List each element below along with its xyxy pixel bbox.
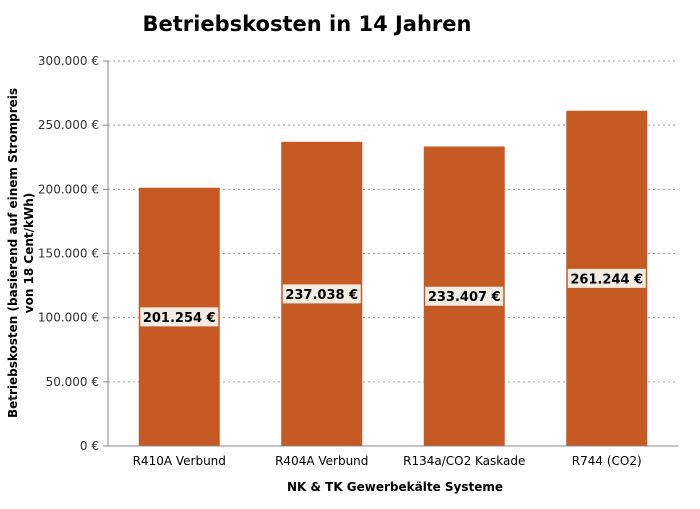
x-category-label: R134a/CO2 Kaskade (403, 454, 525, 468)
data-label-background (567, 268, 646, 288)
y-tick-label: 150.000 € (38, 247, 99, 261)
data-label: 201.254 € (140, 307, 219, 327)
y-tick-label: 300.000 € (38, 54, 99, 68)
data-label-text: 237.038 € (285, 288, 358, 303)
data-label-text: 233.407 € (428, 290, 501, 305)
x-axis-title: NK & TK Gewerbekälte Systeme (287, 480, 503, 494)
y-tick-label: 200.000 € (38, 182, 99, 196)
y-tick-label: 250.000 € (38, 118, 99, 132)
x-category-label: R744 (CO2) (572, 454, 642, 468)
x-category-label: R410A Verbund (133, 454, 226, 468)
data-label-text: 261.244 € (570, 272, 643, 287)
data-label-text: 201.254 € (143, 311, 216, 326)
data-label: 261.244 € (567, 268, 646, 288)
y-axis-ticks: 0 € 50.000 € 100.000 € 150.000 € 200.000 € 25… (38, 54, 108, 453)
data-label-background (140, 307, 219, 327)
chart-title: Betriebskosten in 14 Jahren (143, 12, 472, 36)
data-label: 233.407 € (425, 286, 504, 306)
data-label-background (425, 286, 504, 306)
y-axis-title-line1: Betriebskosten (basierend auf einem Stro… (6, 88, 20, 418)
x-category-label: R404A Verbund (275, 454, 368, 468)
y-tick-label: 50.000 € (46, 375, 99, 389)
y-tick-label: 0 € (80, 439, 99, 453)
y-axis-title-line2: von 18 Cent/kWh) (22, 193, 36, 314)
data-labels: 201.254 € 237.038 € 233.407 € 261.244 € (140, 268, 646, 327)
data-label-background (282, 284, 361, 304)
x-axis-categories: R410A Verbund R404A Verbund R134a/CO2 Kask… (133, 454, 642, 468)
data-label: 237.038 € (282, 284, 361, 304)
y-tick-label: 100.000 € (38, 311, 99, 325)
axes (107, 61, 678, 447)
